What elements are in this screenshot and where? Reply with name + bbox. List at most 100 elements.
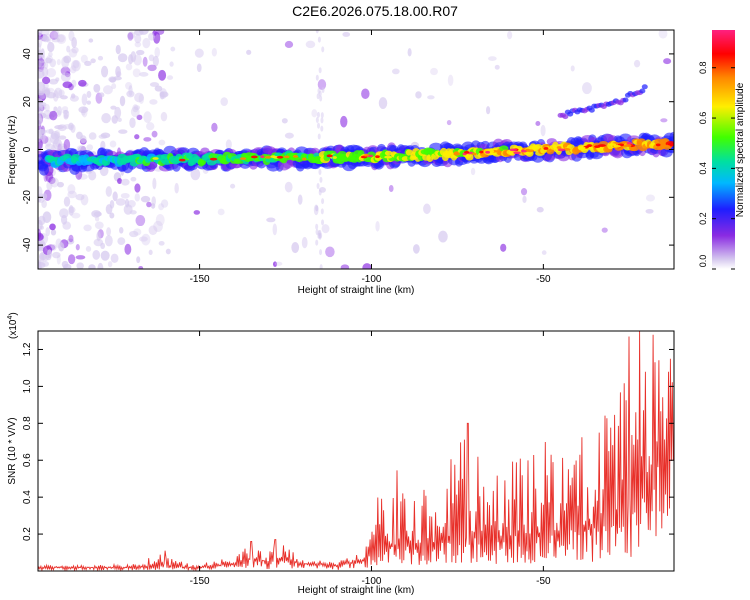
spectrogram-blob — [641, 84, 648, 90]
spectrogram-blob — [86, 100, 92, 105]
spectrogram-blob — [109, 212, 115, 219]
spectrogram-blob — [626, 141, 632, 145]
spectrogram-blob — [152, 55, 159, 67]
spectrogram-blob — [149, 99, 158, 105]
spectrogram-blob — [84, 60, 92, 67]
spectrogram-blob — [316, 93, 320, 100]
spectrogram-blob — [86, 90, 92, 98]
spectrogram-blob — [363, 153, 369, 157]
spectrogram-blob — [76, 262, 84, 269]
spectrogram-blob — [479, 150, 484, 154]
spectrogram-blob — [193, 210, 201, 215]
spectrogram-blob — [543, 147, 549, 150]
spectrogram-blob — [292, 155, 299, 158]
spectrogram-blob — [119, 226, 124, 234]
spectrogram-blob — [138, 266, 144, 269]
spectrogram-blob — [178, 158, 186, 162]
spectrogram-y-tick-label: -40 — [22, 237, 33, 252]
spectrogram-blob — [88, 264, 96, 269]
spectrogram-blob — [507, 30, 513, 40]
spectrogram-blob — [115, 44, 121, 55]
spectrogram-blob — [412, 244, 420, 254]
spectrogram-blob — [138, 93, 145, 104]
spectrogram-blob — [148, 225, 158, 236]
spectrogram-blob — [39, 135, 49, 144]
spectrogram-blob — [48, 78, 59, 85]
spectrogram-blob — [669, 131, 674, 144]
spectrogram-blob — [342, 31, 351, 37]
spectrogram-blob — [38, 261, 46, 269]
spectrogram-blob — [143, 137, 152, 142]
spectrogram-blob — [158, 240, 165, 246]
spectrogram-blob — [117, 53, 128, 63]
spectrogram-blob — [158, 139, 166, 146]
spectrogram-blob — [321, 224, 330, 234]
spectrogram-blob — [284, 181, 293, 193]
spectrogram-blob — [44, 136, 52, 147]
spectrogram-blob — [71, 212, 81, 219]
spectrogram-blob — [340, 264, 350, 269]
spectrogram-blob — [68, 48, 78, 58]
spectrogram-blob — [49, 223, 56, 231]
spectrogram-blob — [430, 67, 438, 76]
spectrogram-blob — [152, 157, 159, 160]
spectrogram-blob — [485, 150, 491, 154]
spectrogram-y-ticks: -40 -20 0 20 40 — [22, 48, 674, 252]
spectrogram-blob — [311, 109, 318, 118]
spectrogram-blob — [211, 122, 218, 133]
spectrogram-blob — [283, 155, 290, 159]
spectrogram-blob — [315, 116, 319, 123]
spectrogram-blob — [276, 155, 284, 159]
spectrogram-blob — [42, 35, 50, 43]
snr-series-line — [38, 331, 674, 571]
spectrogram-blob — [101, 113, 111, 124]
spectrogram-blob — [86, 144, 94, 151]
spectrogram-blob — [124, 243, 132, 255]
spectrogram-blob — [42, 76, 51, 85]
spectrogram-blob — [38, 215, 46, 226]
spectrogram-x-tick-label: -150 — [190, 274, 210, 285]
spectrogram-blob — [384, 150, 393, 156]
spectrogram-blob — [71, 46, 79, 54]
spectrogram-blob — [83, 224, 92, 232]
spectrogram-blob — [98, 134, 108, 139]
spectrogram-blob — [75, 244, 80, 251]
spectrogram-blob — [96, 231, 101, 242]
spectrogram-blob — [578, 146, 586, 150]
spectrogram-blob — [101, 65, 109, 78]
spectrogram-blob — [471, 152, 477, 156]
spectrogram-blob — [134, 92, 144, 103]
spectrogram-blob — [320, 117, 324, 124]
spectrogram-blob — [130, 176, 137, 182]
spectrogram-blob — [56, 254, 61, 265]
spectrogram-blob — [67, 190, 77, 199]
colorbar-ticks: 0.0 0.2 0.4 0.6 0.8 — [698, 61, 735, 270]
spectrogram-blob — [38, 60, 46, 68]
spectrogram-blob — [297, 194, 303, 205]
spectrogram-blob — [68, 30, 75, 42]
spectrogram-blob — [50, 177, 59, 188]
spectrogram-blob — [509, 148, 518, 152]
spectrogram-blob — [321, 219, 325, 226]
spectrogram-blob — [105, 204, 113, 215]
spectrogram-blob — [38, 259, 42, 269]
spectrogram-blob — [151, 130, 158, 138]
spectrogram-blob — [315, 239, 319, 246]
spectrogram-blob — [151, 196, 156, 206]
spectrogram-blob — [540, 124, 546, 137]
spectrogram-blob — [463, 150, 470, 154]
snr-plot: -150 -100 -50 0.2 0.4 0.6 0.8 1.0 1.2 Height of… — [7, 312, 675, 596]
spectrogram-blob — [447, 74, 454, 86]
spectrogram-blob — [44, 57, 52, 64]
spectrogram-blob — [117, 117, 122, 123]
spectrogram-blob — [655, 143, 661, 147]
spectrogram-blob — [106, 227, 112, 236]
spectrogram-blob — [500, 243, 507, 252]
spectrogram-blob — [315, 223, 319, 230]
spectrogram-blob — [56, 34, 65, 43]
spectrogram-blob — [119, 95, 126, 107]
spectrogram-blob — [489, 149, 495, 153]
spectrogram-blob — [38, 232, 44, 241]
colorbar-tick-label: 0.8 — [698, 61, 708, 74]
spectrogram-blob — [658, 30, 668, 39]
